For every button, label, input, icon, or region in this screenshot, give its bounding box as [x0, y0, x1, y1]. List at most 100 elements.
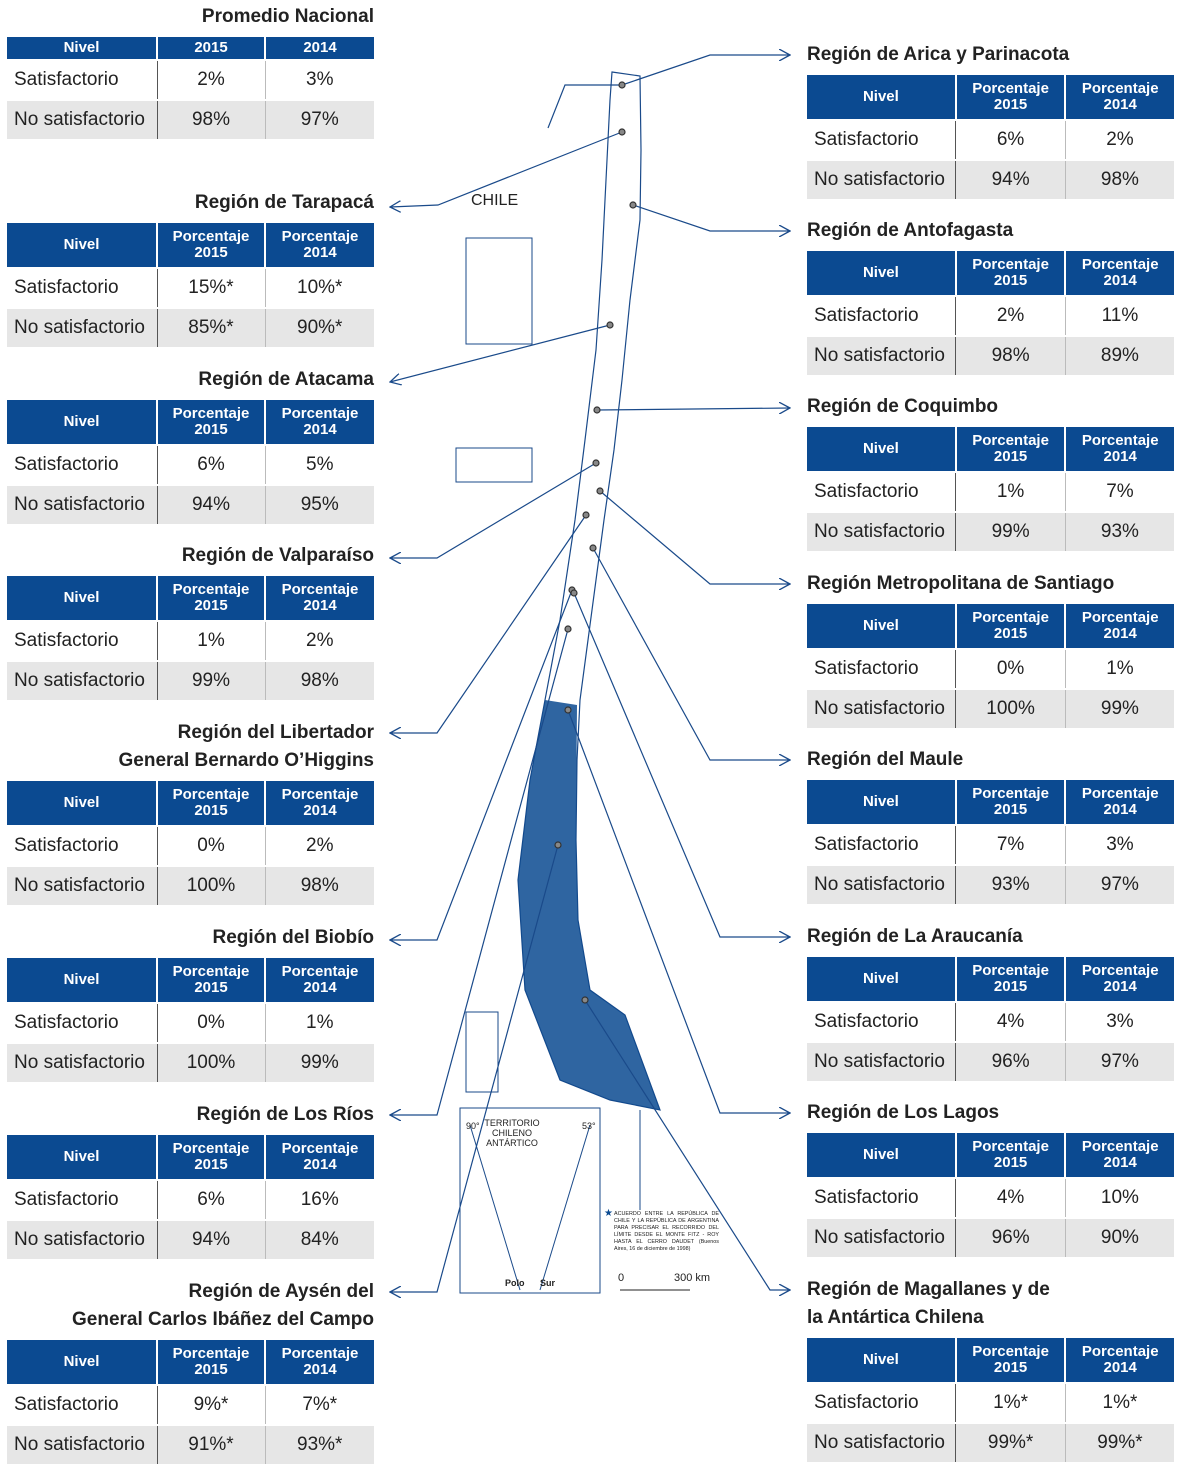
data-row: No satisfactorio 94% 95% — [7, 484, 374, 524]
data-row: No satisfactorio 100% 99% — [807, 688, 1174, 728]
header-cell: Nivel — [7, 37, 157, 60]
region-title: Región de Atacama — [198, 369, 374, 390]
header-cell: Nivel — [807, 1338, 956, 1383]
data-cell: No satisfactorio — [807, 511, 956, 551]
data-cell: Satisfactorio — [7, 1002, 157, 1043]
header-row: Nivel Porcentaje 2015 Porcentaje 2014 — [807, 780, 1174, 825]
region-title: Región de Magallanes y de la Antártica C… — [807, 1279, 1050, 1328]
region-dot — [618, 81, 626, 89]
header-row: Nivel Porcentaje 2015 Porcentaje 2014 — [7, 1135, 374, 1180]
results-table: Nivel Porcentaje 2015 Porcentaje 2014 Satis… — [7, 1340, 374, 1464]
data-row: Satisfactorio 2% 11% — [807, 295, 1174, 336]
data-cell: 1%* — [1064, 1382, 1174, 1423]
data-cell: 1% — [955, 471, 1066, 512]
header-cell: Porcentaje 2014 — [264, 223, 374, 268]
leader-line — [390, 462, 597, 558]
region-title: Región de Los Ríos — [196, 1104, 374, 1125]
data-cell: No satisfactorio — [807, 1041, 956, 1081]
scale-label: 0 — [618, 1272, 625, 1284]
leader-line — [621, 55, 790, 86]
header-cell: Porcentaje 2015 — [156, 576, 265, 621]
data-cell: 1%* — [955, 1382, 1066, 1423]
data-cell: 96% — [955, 1217, 1066, 1257]
region-title: Región de Antofagasta — [807, 220, 1014, 241]
region-block: Región de Tarapacá Nivel Porcentaje 2015 Po… — [7, 189, 374, 347]
header-cell: Nivel — [7, 576, 157, 621]
header-cell: Porcentaje 2014 — [264, 1340, 374, 1385]
header-cell: Nivel — [7, 781, 157, 826]
data-cell: Satisfactorio — [807, 1382, 956, 1423]
data-cell: No satisfactorio — [807, 1217, 956, 1257]
header-row: Nivel Porcentaje 2015 Porcentaje 2014 — [7, 781, 374, 826]
data-cell: 93%* — [264, 1424, 374, 1464]
results-table: Nivel Porcentaje 2015 Porcentaje 2014 Satis… — [807, 251, 1174, 375]
data-row: No satisfactorio 96% 90% — [807, 1217, 1174, 1257]
header-cell: Porcentaje 2014 — [264, 576, 374, 621]
data-cell: 94% — [156, 1219, 265, 1259]
header-cell: Porcentaje 2015 — [954, 957, 1066, 1002]
header-cell: Porcentaje 2014 — [1064, 427, 1174, 472]
header-cell: Nivel — [807, 780, 956, 825]
region-title: Región de Arica y Parinacota — [807, 44, 1070, 65]
data-cell: Satisfactorio — [7, 1179, 157, 1220]
data-cell: 0% — [156, 825, 265, 866]
data-row: Satisfactorio 4% 10% — [807, 1177, 1174, 1218]
header-cell: Porcentaje 2014 — [264, 958, 374, 1003]
region-block: Región de Valparaíso Nivel Porcentaje 2015… — [7, 542, 374, 700]
data-row: No satisfactorio 85%* 90%* — [7, 307, 374, 347]
data-cell: 2% — [264, 620, 374, 661]
data-cell: 96% — [955, 1041, 1066, 1081]
region-title: Región de Los Lagos — [807, 1102, 1000, 1123]
data-cell: 2% — [156, 59, 265, 100]
data-row: No satisfactorio 96% 97% — [807, 1041, 1174, 1081]
header-cell: Porcentaje 2014 — [1064, 604, 1174, 649]
region-title: Promedio Nacional — [201, 6, 374, 27]
data-cell: 90% — [1064, 1217, 1174, 1257]
region-block: Región de La Araucanía Nivel Porcentaje 20… — [807, 923, 1174, 1081]
results-table: Nivel Porcentaje 2015 Porcentaje 2014 Satis… — [807, 427, 1174, 551]
leader-line — [390, 324, 611, 382]
region-block: Región de Los Lagos Nivel Porcentaje 2015 P… — [807, 1099, 1174, 1257]
data-cell: No satisfactorio — [807, 335, 956, 375]
header-cell: Porcentaje 2015 — [156, 223, 265, 268]
header-cell: Porcentaje 2014 — [1064, 75, 1174, 120]
region-dot — [593, 406, 601, 414]
data-cell: 97% — [1064, 864, 1174, 904]
data-row: No satisfactorio 98% 89% — [807, 335, 1174, 375]
data-row: No satisfactorio 100% 98% — [7, 865, 374, 905]
data-cell: Satisfactorio — [7, 444, 157, 485]
region-title: Región de Coquimbo — [807, 396, 999, 417]
data-cell: Satisfactorio — [7, 59, 157, 100]
data-cell: No satisfactorio — [7, 484, 157, 524]
data-cell: 3% — [264, 59, 374, 100]
header-cell: Porcentaje 2014 — [264, 400, 374, 445]
map-label: Polo — [505, 1278, 525, 1288]
header-row: Nivel Porcentaje 2015 Porcentaje 2014 — [807, 427, 1174, 472]
header-cell: Porcentaje 2014 — [264, 1135, 374, 1180]
data-row: Satisfactorio 1% 2% — [7, 620, 374, 661]
footnote-star: ★ — [604, 1208, 613, 1219]
data-row: Satisfactorio 7% 3% — [807, 824, 1174, 865]
results-table: Nivel Porcentaje 2015 Porcentaje 2014 Satis… — [7, 958, 374, 1082]
data-cell: 100% — [156, 1042, 265, 1082]
header-row: Nivel Porcentaje 2015 Porcentaje 2014 — [7, 223, 374, 268]
region-block: Región de Aysén del General Carlos Ibáñe… — [7, 1278, 374, 1464]
data-cell: Satisfactorio — [7, 620, 157, 661]
data-cell: 97% — [264, 99, 374, 139]
data-cell: 85%* — [156, 307, 265, 347]
data-cell: 99% — [156, 660, 265, 700]
leader-line — [390, 628, 569, 1115]
header-cell: Nivel — [7, 1135, 157, 1180]
data-cell: 9%* — [156, 1384, 265, 1425]
header-cell: Nivel — [7, 400, 157, 445]
data-row: No satisfactorio 100% 99% — [7, 1042, 374, 1082]
results-table: Nivel Porcentaje 2015 Porcentaje 2014 Satis… — [807, 780, 1174, 904]
region-title: Región Metropolitana de Santiago — [807, 573, 1115, 594]
data-row: No satisfactorio 99% 98% — [7, 660, 374, 700]
data-cell: 84% — [264, 1219, 374, 1259]
data-cell: 98% — [156, 99, 265, 139]
region-title: Región de Tarapacá — [194, 192, 374, 213]
southern-fjords — [518, 700, 660, 1110]
header-row: Nivel Porcentaje 2015 Porcentaje 2014 — [807, 604, 1174, 649]
